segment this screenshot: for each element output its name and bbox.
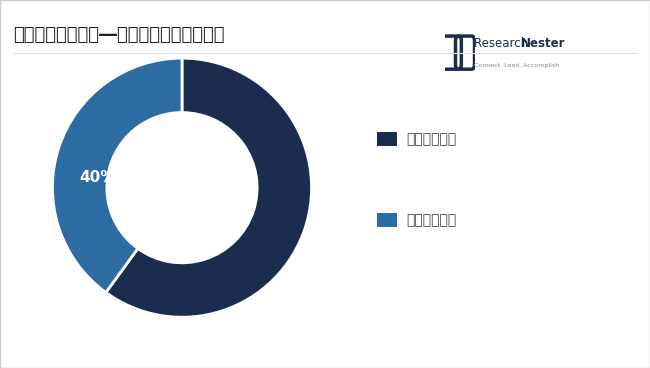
- Text: Research: Research: [474, 37, 532, 50]
- Text: Nester: Nester: [521, 37, 566, 50]
- Text: 眼科用眼圧計市場―モダリティによる分類: 眼科用眼圧計市場―モダリティによる分類: [13, 26, 224, 44]
- Wedge shape: [106, 58, 311, 317]
- Text: 60%: 60%: [203, 226, 239, 241]
- Text: ハンドヘルド: ハンドヘルド: [406, 132, 456, 146]
- Wedge shape: [53, 58, 182, 293]
- Text: 40%: 40%: [79, 170, 116, 185]
- Text: デスクトップ: デスクトップ: [406, 213, 456, 227]
- Text: Connect. Lead. Accomplish: Connect. Lead. Accomplish: [474, 63, 560, 68]
